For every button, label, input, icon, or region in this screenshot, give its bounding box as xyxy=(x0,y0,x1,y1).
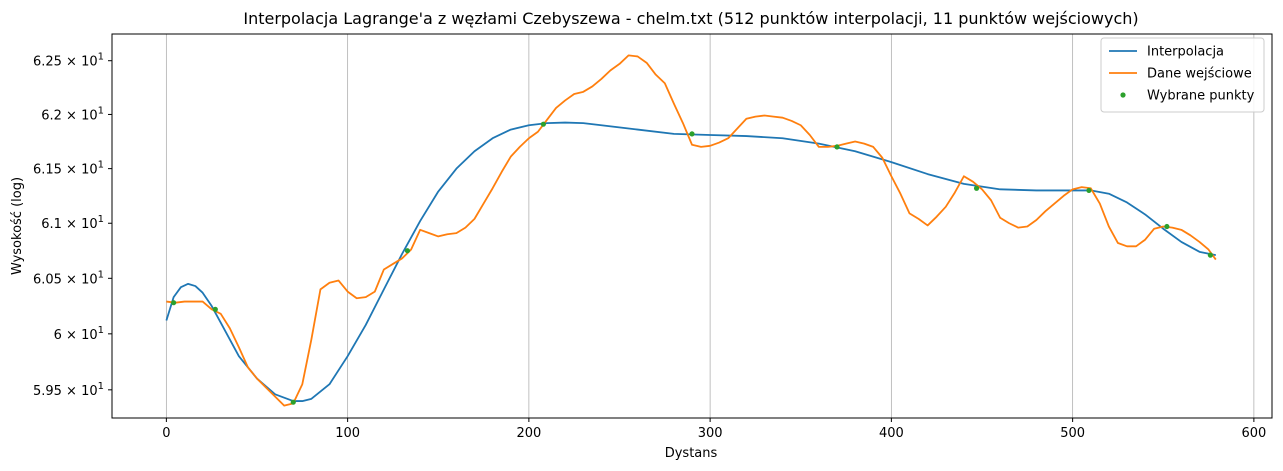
x-tick-label: 0 xyxy=(162,426,170,441)
y-tick-label: 6.15 × 101 xyxy=(33,160,104,178)
x-tick-label: 200 xyxy=(516,426,541,441)
y-axis-ticks: 5.95 × 101 6 × 101 6.05 × 101 6.1 × 101 6.15… xyxy=(33,52,112,399)
y-tick-label: 6 × 101 xyxy=(54,325,104,343)
legend-label: Dane wejściowe xyxy=(1147,67,1252,82)
legend-label: Interpolacja xyxy=(1147,45,1224,60)
plot-frame xyxy=(111,33,1273,419)
x-tick-label: 600 xyxy=(1241,426,1266,441)
x-tick-label: 400 xyxy=(879,426,904,441)
y-tick-label: 5.95 × 101 xyxy=(33,381,104,399)
legend-box xyxy=(1100,37,1265,113)
legend-label: Wybrane punkty xyxy=(1147,89,1255,104)
data-point xyxy=(171,300,177,306)
plot-series xyxy=(165,54,1217,407)
series-line-2 xyxy=(166,54,1217,407)
data-point xyxy=(1207,252,1213,258)
data-point xyxy=(1164,223,1170,230)
y-tick-label: 6.1 × 101 xyxy=(41,214,104,232)
legend: Interpolacja Dane wejściowe Wybrane punkty xyxy=(1100,37,1265,113)
data-point xyxy=(1086,187,1092,194)
data-point xyxy=(212,306,218,312)
data-point xyxy=(290,399,296,405)
series-line-1 xyxy=(165,121,1216,402)
chart-title: Interpolacja Lagrange'a z węzłami Czebys… xyxy=(243,9,1138,28)
legend-swatch xyxy=(1120,92,1126,98)
x-tick-label: 100 xyxy=(335,426,360,441)
y-tick-label: 6.25 × 101 xyxy=(33,52,104,70)
data-point xyxy=(689,131,695,137)
data-point xyxy=(834,144,840,150)
x-axis-ticks: 0 100 200 300 400 500 600 xyxy=(162,418,1266,441)
y-tick-label: 6.2 × 101 xyxy=(41,105,104,123)
data-point xyxy=(404,248,411,254)
y-axis-label: Wysokość (log) xyxy=(10,177,25,275)
x-axis-label: Dystans xyxy=(665,446,718,461)
data-point xyxy=(973,185,980,191)
x-tick-label: 300 xyxy=(698,426,723,441)
grid xyxy=(165,34,1255,418)
data-point xyxy=(540,121,546,127)
y-tick-label: 6.05 × 101 xyxy=(33,269,104,287)
x-tick-label: 500 xyxy=(1060,426,1085,441)
